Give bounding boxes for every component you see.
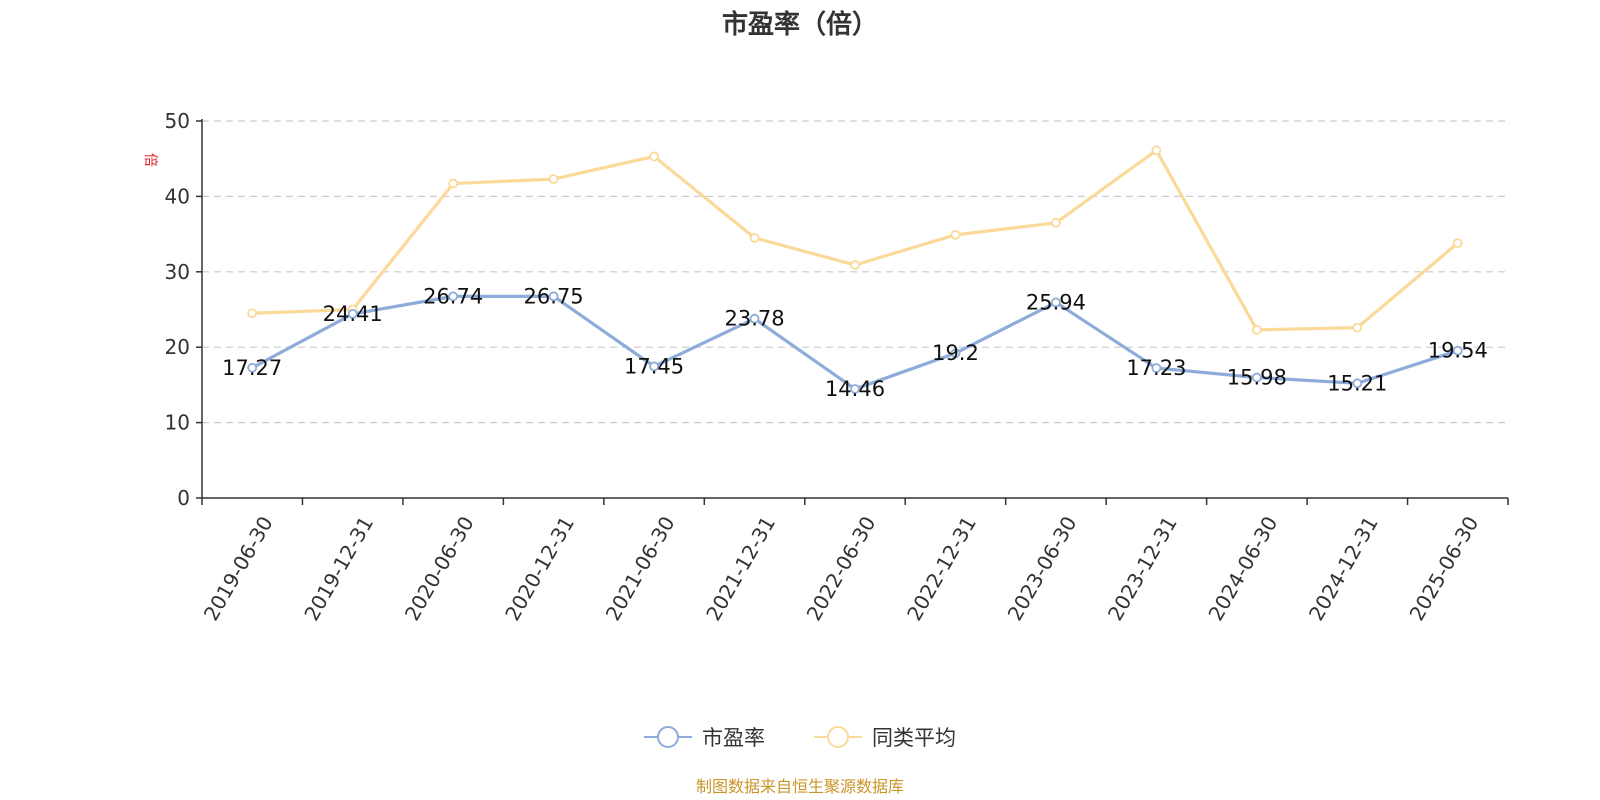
data-point: [749, 232, 760, 243]
legend-label: 市盈率: [702, 726, 765, 750]
legend-marker: [657, 726, 679, 748]
axes: 0 10 20 30 40 50 2019-06-30 2019-12-31 2020-06-3…: [165, 109, 1509, 625]
data-point: [850, 260, 860, 270]
y-tick-label: 40: [165, 184, 190, 208]
x-tick-label: 2020-12-31: [500, 512, 579, 625]
data-point: [247, 308, 258, 319]
data-label: 26.74: [423, 284, 483, 308]
data-label: 24.41: [323, 302, 383, 326]
legend-item[interactable]: 同类平均: [814, 726, 956, 750]
data-point: [1452, 238, 1463, 249]
data-label: 19.2: [932, 341, 979, 365]
data-label: 14.46: [825, 377, 885, 401]
data-label: 26.75: [524, 284, 584, 308]
x-tick-label: 2021-06-30: [601, 512, 680, 625]
x-tick-label: 2023-12-31: [1103, 512, 1182, 625]
data-point: [1051, 297, 1061, 308]
data-point: [347, 309, 358, 319]
data-label: 17.23: [1126, 356, 1186, 380]
data-point: [247, 362, 258, 373]
x-tick-label: 2020-06-30: [400, 512, 479, 625]
legend-label: 同类平均: [872, 726, 956, 750]
data-label: 23.78: [724, 307, 784, 331]
y-tick-label: 10: [165, 411, 190, 435]
x-tick-label: 2022-06-30: [802, 512, 881, 625]
data-point: [548, 291, 559, 302]
data-label: 19.54: [1428, 339, 1488, 363]
grid-lines: [202, 120, 1508, 424]
data-point: [1151, 363, 1162, 373]
data-label: 15.21: [1327, 371, 1387, 395]
data-point: [850, 384, 860, 394]
data-label: 17.45: [624, 354, 684, 378]
data-point: [448, 178, 459, 189]
x-tick-label: 2022-12-31: [902, 512, 981, 625]
x-tick-label: 2021-12-31: [701, 512, 780, 625]
data-point: [548, 174, 559, 184]
y-tick-label: 0: [177, 486, 190, 510]
y-tick-label: 50: [165, 109, 190, 133]
data-point: [749, 313, 760, 324]
data-point: [950, 348, 961, 359]
data-point: [1051, 217, 1061, 228]
data-point: [1352, 322, 1363, 333]
data-label: 17.27: [222, 356, 282, 380]
x-tick-label: 2019-12-31: [299, 512, 378, 625]
data-label: 15.98: [1227, 366, 1287, 390]
series-lines: [247, 145, 1463, 394]
data-point: [649, 151, 659, 162]
y-tick-label: 20: [165, 335, 190, 359]
y-axis-unit-label: 倍: [142, 153, 158, 167]
data-point: [1352, 378, 1363, 389]
chart-title: 市盈率（倍）: [722, 9, 878, 40]
data-labels: 17.27 24.41 26.74 26.75 17.45 23.78 14.46 19.2 2…: [222, 284, 1488, 401]
x-tick-label: 2024-06-30: [1203, 512, 1282, 625]
data-point: [448, 291, 459, 302]
data-point: [1251, 372, 1262, 383]
x-tick-label: 2019-06-30: [199, 512, 278, 625]
legend[interactable]: 市盈率 同类平均: [644, 726, 956, 750]
data-point: [1251, 324, 1262, 335]
data-point: [950, 229, 961, 240]
data-point: [1452, 345, 1463, 356]
y-tick-label: 30: [165, 260, 190, 284]
legend-marker: [827, 726, 849, 748]
data-label: 25.94: [1026, 290, 1086, 314]
source-note: 制图数据来自恒生聚源数据库: [696, 777, 904, 796]
x-tick-label: 2025-06-30: [1404, 512, 1483, 625]
data-point: [1151, 145, 1162, 156]
x-tick-label: 2023-06-30: [1003, 512, 1082, 625]
legend-item[interactable]: 市盈率: [644, 726, 765, 750]
data-point: [649, 361, 659, 372]
x-tick-label: 2024-12-31: [1304, 512, 1383, 625]
